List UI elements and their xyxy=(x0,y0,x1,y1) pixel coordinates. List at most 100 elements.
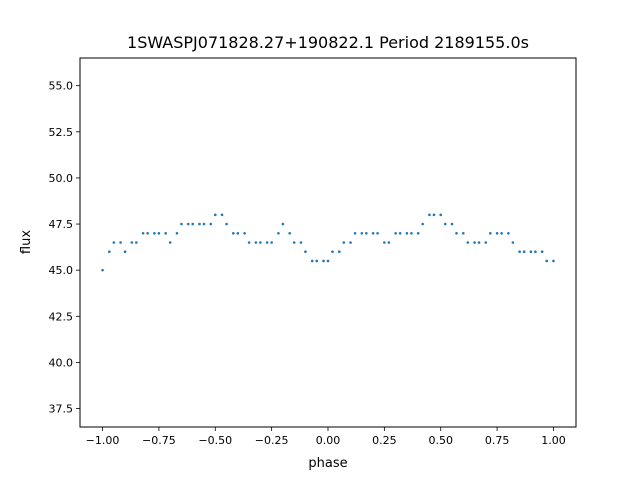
data-point xyxy=(507,231,510,235)
data-point xyxy=(405,231,409,235)
data-point xyxy=(164,231,167,235)
data-point xyxy=(270,241,273,244)
chart-title: 1SWASPJ071828.27+190822.1 Period 2189155… xyxy=(127,33,529,52)
data-point xyxy=(322,259,325,263)
y-axis-ticks: 37.5 40.0 42.5 45.0 47.5 50.0 52.5 55.0 xyxy=(49,80,80,416)
data-point xyxy=(254,241,258,244)
data-point xyxy=(209,222,213,226)
data-point xyxy=(394,231,397,235)
data-point xyxy=(432,213,436,217)
data-point xyxy=(175,231,179,235)
data-point xyxy=(186,222,190,226)
data-points xyxy=(101,213,555,272)
data-point xyxy=(466,241,470,244)
data-point xyxy=(398,231,402,235)
data-point xyxy=(342,241,346,244)
data-point xyxy=(416,231,420,235)
data-point xyxy=(168,241,172,244)
y-tick-label: 37.5 xyxy=(49,403,74,416)
data-point xyxy=(326,259,330,263)
data-point xyxy=(130,241,134,244)
data-point xyxy=(157,231,161,235)
y-tick-label: 52.5 xyxy=(49,126,74,139)
data-point xyxy=(198,222,201,226)
data-point xyxy=(477,241,481,244)
data-point xyxy=(500,231,503,235)
data-point xyxy=(141,231,145,235)
x-tick-label: −0.75 xyxy=(142,434,176,447)
x-tick-label: −0.50 xyxy=(198,434,232,447)
data-point xyxy=(450,222,454,226)
data-point xyxy=(202,222,206,226)
data-point xyxy=(119,241,122,244)
data-point xyxy=(337,250,341,254)
y-tick-label: 40.0 xyxy=(49,356,74,369)
data-point xyxy=(310,259,314,263)
data-point xyxy=(529,250,533,254)
data-point xyxy=(439,213,443,217)
data-point xyxy=(495,231,499,235)
data-point xyxy=(421,222,424,226)
data-point xyxy=(232,231,235,235)
x-tick-label: 1.00 xyxy=(541,434,566,447)
data-point xyxy=(518,250,521,254)
x-tick-label: −1.00 xyxy=(86,434,120,447)
y-tick-label: 42.5 xyxy=(49,310,74,323)
data-point xyxy=(443,222,447,226)
data-point xyxy=(247,241,251,244)
data-point xyxy=(473,241,476,244)
y-tick-label: 45.0 xyxy=(49,264,74,277)
data-point xyxy=(299,241,303,244)
x-axis-ticks: −1.00 −0.75 −0.50 −0.25 0.00 0.25 0.50 0.75 1.00 xyxy=(86,427,566,447)
data-point xyxy=(461,231,465,235)
data-point xyxy=(236,231,240,235)
data-point xyxy=(331,250,334,254)
y-tick-label: 55.0 xyxy=(49,80,74,93)
y-tick-label: 47.5 xyxy=(49,218,74,231)
data-point xyxy=(484,241,488,244)
data-point xyxy=(511,241,515,244)
data-point xyxy=(265,241,269,244)
data-point xyxy=(146,231,149,235)
x-tick-label: 0.25 xyxy=(372,434,397,447)
data-point xyxy=(259,241,262,244)
data-point xyxy=(123,250,127,254)
data-point xyxy=(455,231,458,235)
x-tick-label: 0.50 xyxy=(428,434,453,447)
data-point xyxy=(112,241,116,244)
data-point xyxy=(213,213,217,217)
data-point xyxy=(387,241,391,244)
data-point xyxy=(489,231,492,235)
data-point xyxy=(281,222,285,226)
y-tick-label: 50.0 xyxy=(49,172,74,185)
data-point xyxy=(191,222,195,226)
data-point xyxy=(349,241,352,244)
data-point xyxy=(292,241,296,244)
data-point xyxy=(315,259,319,263)
data-point xyxy=(360,231,364,235)
data-point xyxy=(101,268,104,272)
data-point xyxy=(545,259,548,263)
data-point xyxy=(180,222,183,226)
data-point xyxy=(522,250,526,254)
data-point xyxy=(552,259,555,263)
data-point xyxy=(534,250,537,254)
data-point xyxy=(371,231,375,235)
data-point xyxy=(288,231,291,235)
data-point xyxy=(304,250,307,254)
data-point xyxy=(376,231,379,235)
data-point xyxy=(243,231,246,235)
data-point xyxy=(220,213,224,217)
data-point xyxy=(153,231,156,235)
x-tick-label: 0.75 xyxy=(485,434,510,447)
data-point xyxy=(108,250,111,254)
data-point xyxy=(277,231,280,235)
data-point xyxy=(135,241,138,244)
x-axis-label: phase xyxy=(308,456,347,471)
y-axis-label: flux xyxy=(19,230,34,254)
data-point xyxy=(428,213,431,217)
data-point xyxy=(353,231,357,235)
data-point xyxy=(365,231,368,235)
